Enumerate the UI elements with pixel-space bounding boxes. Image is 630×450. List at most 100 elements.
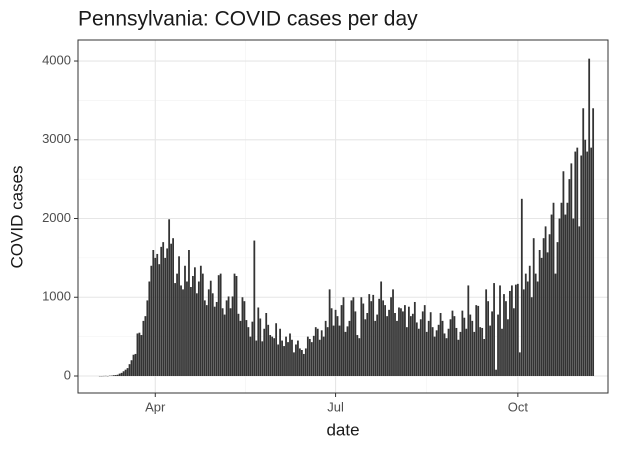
- bar: [572, 218, 575, 376]
- bar: [235, 275, 238, 376]
- bar: [300, 350, 303, 376]
- bar: [136, 333, 139, 376]
- bar: [176, 273, 178, 376]
- bars: [98, 58, 595, 377]
- bar: [281, 340, 283, 376]
- bar: [580, 155, 583, 376]
- bar: [471, 320, 474, 376]
- bar: [417, 328, 420, 376]
- bar: [194, 267, 196, 376]
- bar: [338, 325, 341, 376]
- bar: [271, 336, 274, 376]
- bar: [447, 328, 450, 376]
- bar: [396, 320, 398, 376]
- bar: [213, 306, 216, 376]
- bar: [302, 353, 305, 376]
- bar: [582, 108, 585, 376]
- bar: [584, 139, 587, 376]
- bar: [174, 283, 176, 376]
- bar: [197, 281, 200, 376]
- bar: [201, 273, 204, 376]
- bar: [154, 257, 157, 376]
- bar: [409, 316, 412, 376]
- bar: [217, 275, 220, 376]
- bar: [356, 335, 359, 376]
- bar: [524, 273, 527, 376]
- bar: [211, 293, 214, 376]
- bar: [219, 273, 222, 376]
- bar: [348, 320, 351, 376]
- bar: [443, 333, 446, 376]
- bar: [146, 300, 149, 376]
- bar: [467, 285, 470, 376]
- bar: [273, 338, 276, 376]
- bar: [459, 331, 462, 376]
- bar: [481, 327, 484, 376]
- bar: [586, 151, 589, 376]
- x-tick-label: Oct: [508, 399, 529, 414]
- bar: [576, 147, 579, 376]
- bar: [195, 293, 198, 376]
- bar: [516, 283, 519, 376]
- bar: [564, 214, 567, 376]
- bar: [344, 331, 347, 376]
- bar: [209, 280, 212, 376]
- bar: [469, 314, 472, 376]
- bar: [574, 151, 577, 376]
- bar: [435, 330, 438, 376]
- bar: [457, 339, 460, 376]
- bar: [578, 226, 581, 376]
- bar: [283, 346, 285, 376]
- bar: [267, 324, 270, 376]
- bar: [386, 316, 388, 376]
- bar: [130, 360, 133, 376]
- bar: [241, 297, 244, 376]
- bar: [540, 257, 543, 376]
- bar: [390, 297, 392, 376]
- bar: [168, 219, 171, 376]
- bar: [425, 331, 428, 376]
- bar: [275, 323, 278, 376]
- bar: [483, 338, 486, 376]
- bar: [556, 242, 559, 376]
- bar: [299, 348, 301, 376]
- bar: [249, 336, 252, 376]
- y-tick-label: 2000: [42, 210, 71, 225]
- chart-title: Pennsylvania: COVID cases per day: [78, 8, 418, 31]
- bar: [358, 338, 361, 376]
- bar: [366, 312, 369, 376]
- bar: [330, 308, 333, 376]
- bar: [188, 250, 190, 376]
- bar: [489, 325, 492, 376]
- bar: [229, 308, 232, 376]
- bar: [120, 372, 123, 376]
- bar: [259, 318, 262, 376]
- bar: [112, 375, 115, 376]
- bar: [536, 281, 539, 376]
- bar: [291, 339, 293, 376]
- bar: [160, 246, 163, 376]
- bar: [352, 297, 355, 376]
- bar: [554, 273, 557, 376]
- bar: [546, 252, 549, 376]
- bar: [316, 328, 319, 376]
- bar: [550, 214, 553, 376]
- bar: [411, 313, 414, 376]
- bar: [427, 320, 430, 376]
- bar: [285, 336, 287, 376]
- bar: [413, 301, 416, 376]
- bar: [170, 243, 173, 376]
- bar: [493, 283, 495, 376]
- bar: [233, 273, 236, 376]
- bar: [227, 296, 230, 376]
- bar: [114, 375, 117, 376]
- bar: [263, 328, 266, 376]
- bar: [558, 218, 561, 376]
- bar: [511, 285, 513, 376]
- bar: [255, 340, 258, 376]
- bar: [497, 314, 499, 376]
- bar: [277, 344, 280, 376]
- bar: [320, 330, 323, 376]
- bar: [126, 368, 129, 376]
